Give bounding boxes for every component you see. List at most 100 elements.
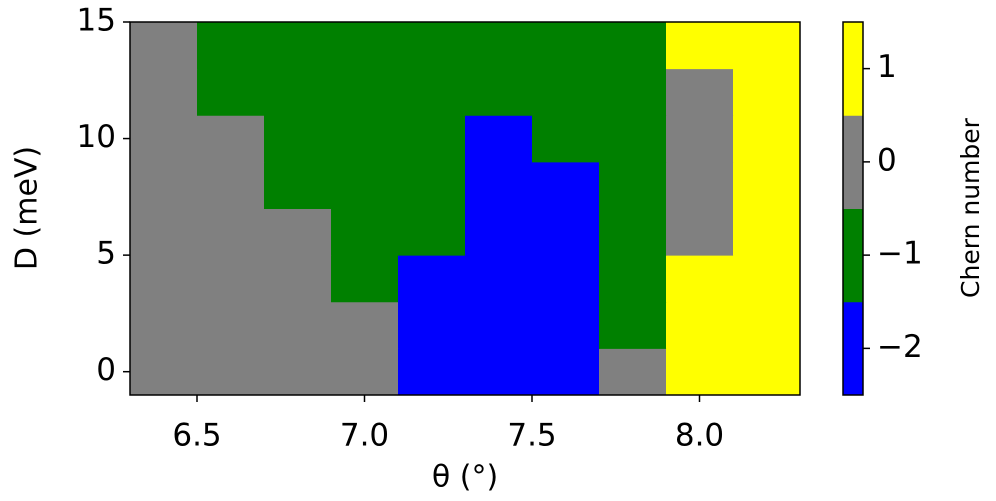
colorbar-tick-label: −2 xyxy=(877,329,923,365)
cell xyxy=(331,348,399,396)
cell xyxy=(331,208,399,256)
cell xyxy=(398,348,466,396)
cell xyxy=(197,115,265,163)
cell xyxy=(666,161,734,209)
cell xyxy=(666,208,734,256)
cell xyxy=(130,161,198,209)
colorbar-swatch xyxy=(843,115,863,209)
cell xyxy=(130,255,198,303)
cell xyxy=(465,22,533,70)
cell xyxy=(733,348,801,396)
cell xyxy=(599,115,667,163)
cell xyxy=(130,301,198,349)
cell xyxy=(197,22,265,70)
cell xyxy=(264,68,332,116)
colorbar-swatch xyxy=(843,22,863,116)
cell xyxy=(465,115,533,163)
y-tick-label: 15 xyxy=(77,3,116,39)
cell xyxy=(532,22,600,70)
cell xyxy=(398,208,466,256)
cell xyxy=(264,255,332,303)
cell xyxy=(264,301,332,349)
cell xyxy=(532,301,600,349)
cell xyxy=(733,301,801,349)
cell xyxy=(599,22,667,70)
cell xyxy=(465,161,533,209)
cell xyxy=(331,255,399,303)
cell xyxy=(532,348,600,396)
colorbar-frame xyxy=(842,21,864,396)
cell xyxy=(398,301,466,349)
cell xyxy=(532,208,600,256)
cell xyxy=(264,161,332,209)
y-tick-label: 10 xyxy=(77,119,116,155)
x-tick-label: 6.5 xyxy=(172,418,221,454)
cell xyxy=(197,255,265,303)
cell xyxy=(666,68,734,116)
cell xyxy=(197,348,265,396)
cell xyxy=(733,115,801,163)
colorbar-swatch xyxy=(843,208,863,303)
cell xyxy=(264,208,332,256)
cell xyxy=(331,68,399,116)
x-tick-label: 7.0 xyxy=(340,418,389,454)
y-tick-label: 0 xyxy=(96,352,116,388)
cell xyxy=(264,22,332,70)
cell xyxy=(733,161,801,209)
cell xyxy=(264,115,332,163)
x-axis-label: θ (°) xyxy=(432,460,498,495)
cell xyxy=(666,22,734,70)
colorbar-tick-label: 1 xyxy=(877,49,897,85)
cell xyxy=(733,22,801,70)
cell xyxy=(666,115,734,163)
cell xyxy=(733,208,801,256)
cell xyxy=(197,68,265,116)
cell xyxy=(398,115,466,163)
cell xyxy=(532,115,600,163)
cell xyxy=(264,348,332,396)
x-tick-label: 8.0 xyxy=(675,418,724,454)
cell xyxy=(666,348,734,396)
cell xyxy=(331,161,399,209)
cell xyxy=(599,348,667,396)
cell xyxy=(130,68,198,116)
colorbar-tick-label: 0 xyxy=(877,142,897,178)
cell xyxy=(532,68,600,116)
colorbar-tick-label: −1 xyxy=(877,236,923,272)
cell xyxy=(331,301,399,349)
cell xyxy=(130,348,198,396)
cell xyxy=(130,22,198,70)
plot-frame xyxy=(129,21,801,396)
cell xyxy=(331,115,399,163)
cell xyxy=(465,348,533,396)
cell xyxy=(197,208,265,256)
cell xyxy=(666,301,734,349)
cell xyxy=(398,68,466,116)
cell xyxy=(398,161,466,209)
cell xyxy=(197,161,265,209)
cell xyxy=(398,255,466,303)
colorbar-label: Chern number xyxy=(956,117,985,298)
cell xyxy=(130,208,198,256)
cell xyxy=(599,208,667,256)
cell xyxy=(599,68,667,116)
cell xyxy=(398,22,466,70)
cell xyxy=(599,301,667,349)
y-tick-label: 5 xyxy=(96,236,116,272)
cell xyxy=(532,161,600,209)
cell xyxy=(666,255,734,303)
cell xyxy=(733,255,801,303)
cell xyxy=(532,255,600,303)
cell xyxy=(130,115,198,163)
y-axis-label: D (meV) xyxy=(10,146,45,270)
cell xyxy=(331,22,399,70)
cell xyxy=(599,255,667,303)
cell xyxy=(599,161,667,209)
cell xyxy=(465,68,533,116)
cell xyxy=(465,208,533,256)
cell xyxy=(733,68,801,116)
x-tick-label: 7.5 xyxy=(507,418,556,454)
cell xyxy=(465,301,533,349)
cell xyxy=(197,301,265,349)
